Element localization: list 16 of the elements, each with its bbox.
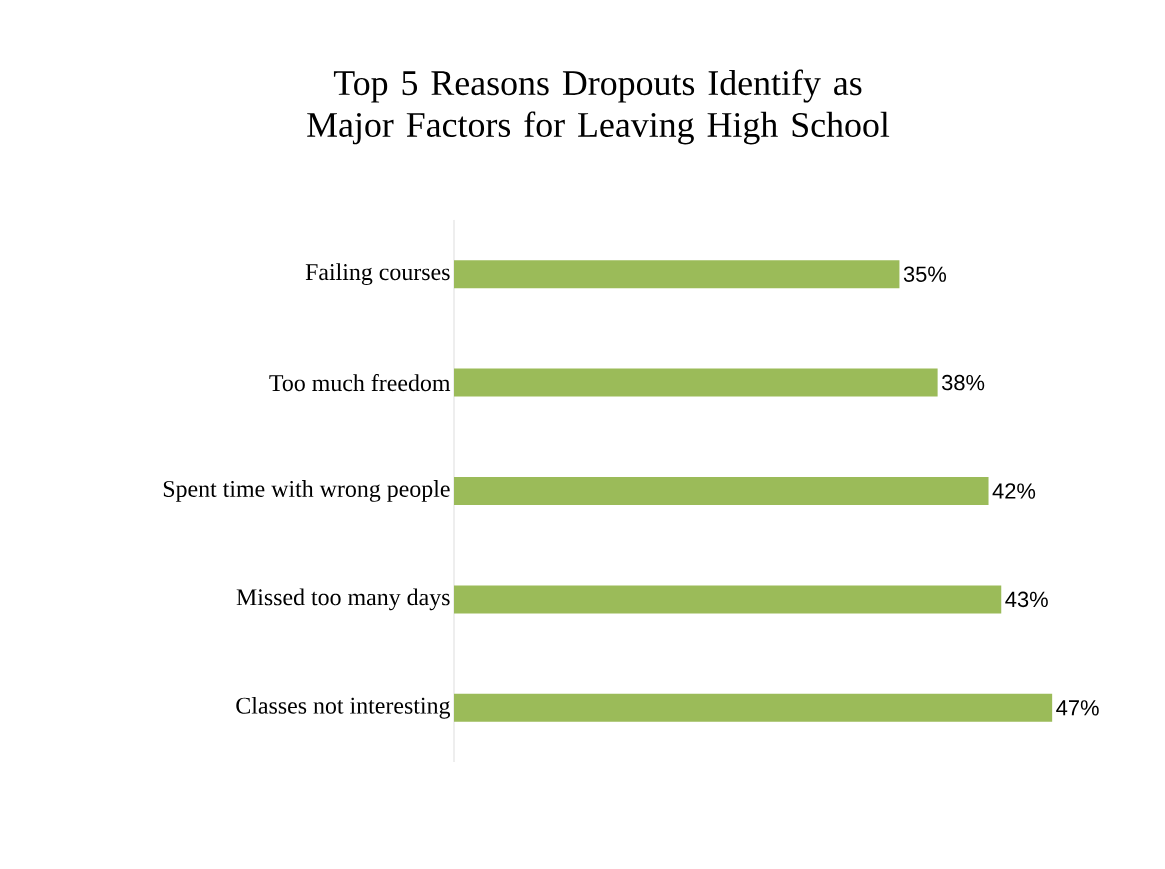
bar bbox=[454, 693, 1053, 722]
data-label: 43% bbox=[1005, 591, 1048, 608]
y-tick-label: Classes not interesting bbox=[236, 696, 451, 719]
data-label: 35% bbox=[903, 266, 947, 282]
data-label: 38% bbox=[941, 374, 985, 391]
data-label: 47% bbox=[1056, 700, 1099, 716]
bar bbox=[454, 260, 900, 289]
bar bbox=[454, 585, 1002, 614]
bar bbox=[454, 476, 989, 505]
y-tick-label: Too much freedom bbox=[269, 374, 451, 392]
chart-title: Top 5 Reasons Dropouts Identify as Major Factors for Leaving High School bbox=[307, 69, 890, 145]
bar bbox=[454, 368, 938, 397]
y-tick-label: Failing courses bbox=[305, 263, 450, 286]
y-tick-label: Missed too many days bbox=[236, 588, 450, 611]
data-label: 42% bbox=[992, 483, 1036, 499]
y-tick-label: Spent time with wrong people bbox=[163, 480, 450, 502]
